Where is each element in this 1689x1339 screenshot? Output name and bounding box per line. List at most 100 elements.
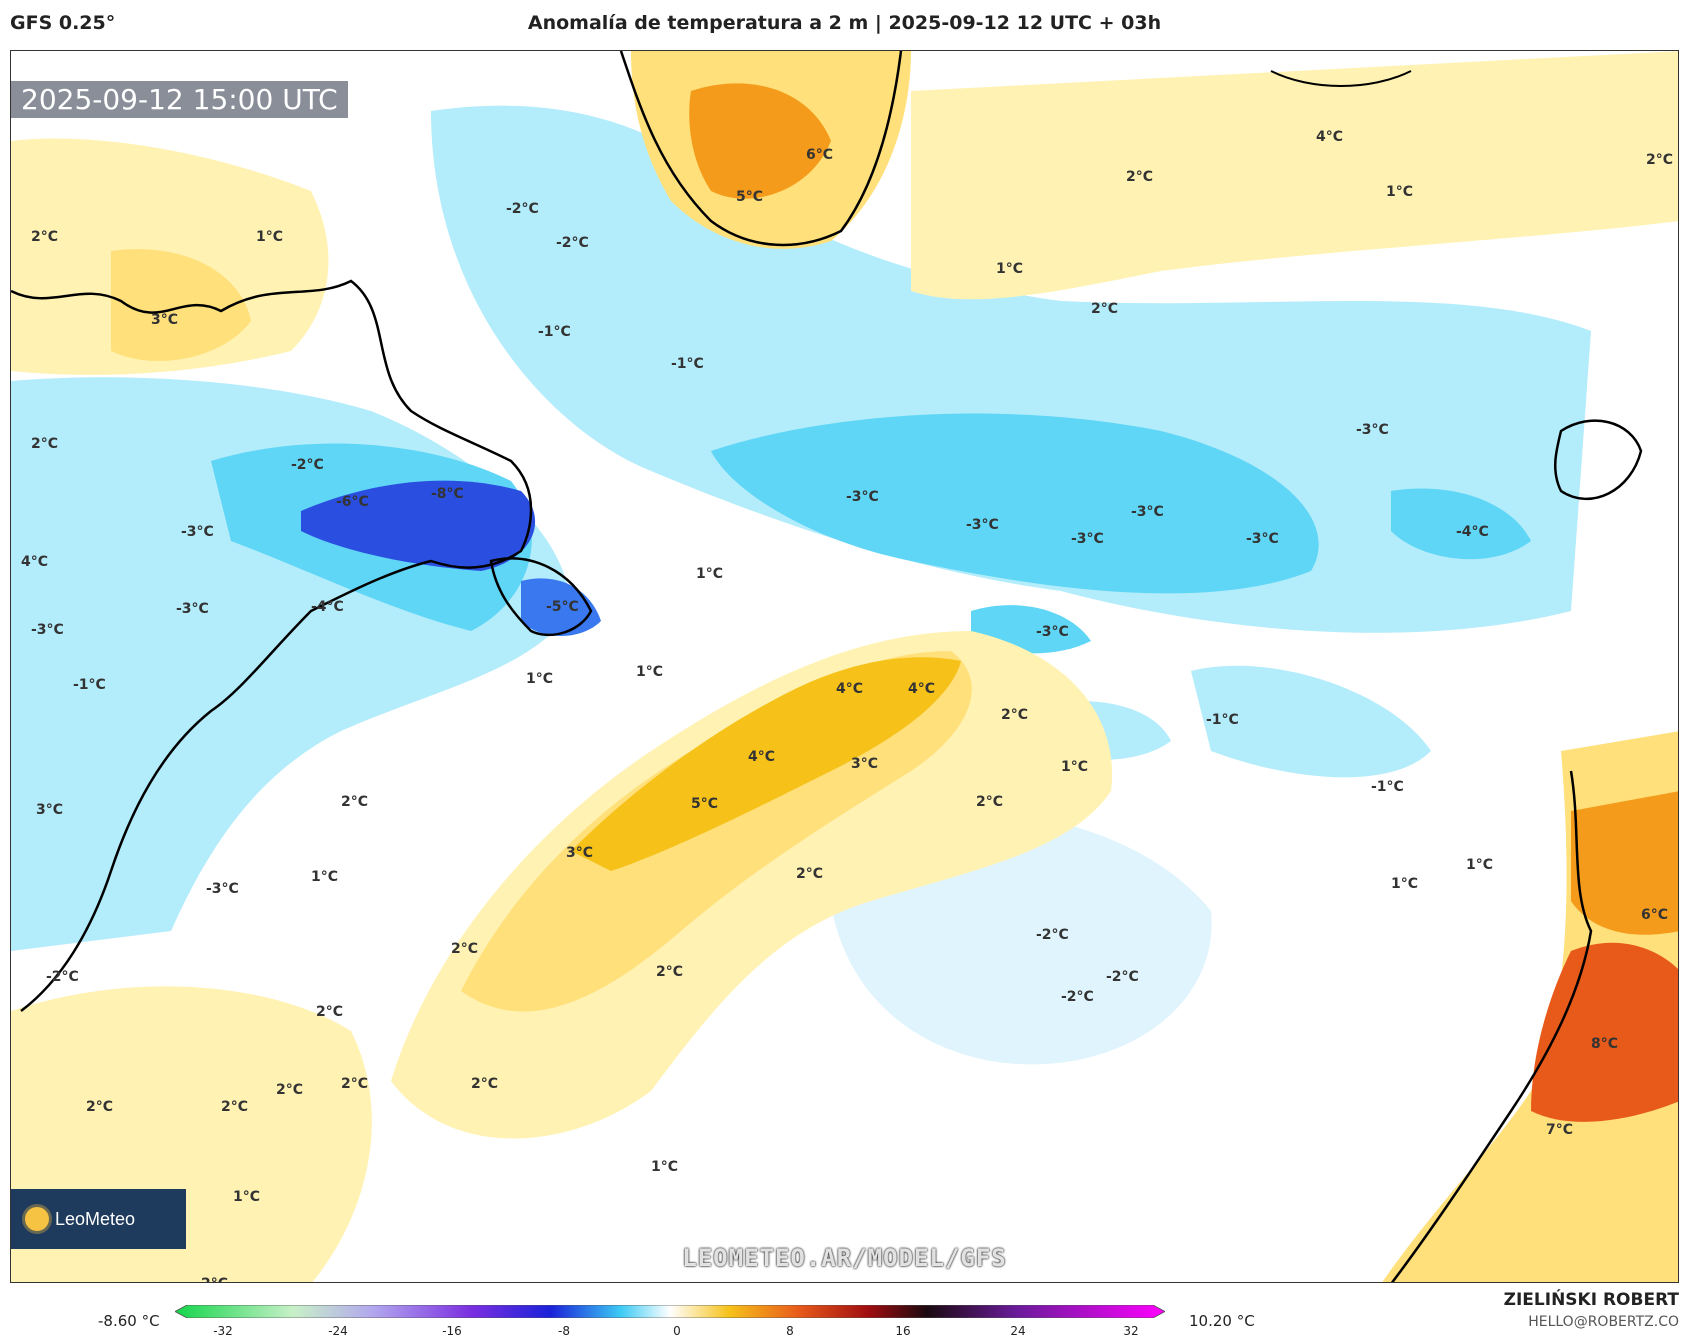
map-label: 1°C xyxy=(1466,857,1493,873)
map-label: -3°C xyxy=(31,622,64,638)
map-label: 8°C xyxy=(1591,1036,1618,1052)
coastline-north-america xyxy=(11,279,533,1012)
map-label: 2°C xyxy=(1091,301,1118,317)
map-title: Anomalía de temperatura a 2 m | 2025-09-… xyxy=(527,12,1162,34)
map-label: 5°C xyxy=(691,796,718,812)
author-name: ZIELIŃSKI ROBERT xyxy=(1503,1290,1679,1310)
map-label: 4°C xyxy=(836,681,863,697)
coastline-iberia-africa xyxy=(1390,770,1593,1282)
temperature-anomaly-map[interactable]: -8°C -6°C -5°C -4°C -4°C -3°C -3°C -3°C … xyxy=(10,50,1679,1283)
map-label: -3°C xyxy=(1246,531,1279,547)
map-label: 1°C xyxy=(1391,876,1418,892)
color-scale-bar xyxy=(175,1305,1165,1318)
scale-max-value: 10.20 °C xyxy=(1189,1312,1255,1330)
map-label: -5°C xyxy=(546,599,579,615)
map-label: -1°C xyxy=(1371,779,1404,795)
map-label: 1°C xyxy=(1386,184,1413,200)
model-label: GFS 0.25° xyxy=(10,12,116,34)
cold-anomaly-area xyxy=(1191,665,1431,778)
source-watermark: LEOMETEO.AR/MODEL/GFS xyxy=(682,1244,1007,1272)
map-label: 2°C xyxy=(31,229,58,245)
map-label: 2°C xyxy=(796,866,823,882)
map-label: 4°C xyxy=(748,749,775,765)
scale-tick: -8 xyxy=(558,1324,570,1338)
scale-tick: 8 xyxy=(786,1324,794,1338)
map-label: 1°C xyxy=(651,1159,678,1175)
scale-tick: 16 xyxy=(895,1324,911,1338)
map-label: 7°C xyxy=(1546,1122,1573,1138)
map-label: 3°C xyxy=(36,802,63,818)
map-label: -6°C xyxy=(336,494,369,510)
warm-anomaly-core xyxy=(689,83,831,199)
map-label: 1°C xyxy=(636,664,663,680)
coastline-ireland-uk xyxy=(1554,419,1643,501)
warm-anomaly-core xyxy=(571,657,961,871)
map-label: 2°C xyxy=(31,436,58,452)
warm-anomaly-area xyxy=(111,249,251,361)
map-label: 2°C xyxy=(221,1099,248,1115)
map-label: 1°C xyxy=(1061,759,1088,775)
scale-tick: 24 xyxy=(1010,1324,1026,1338)
coastline-newfoundland xyxy=(489,557,593,637)
timestamp-badge: 2025-09-12 15:00 UTC xyxy=(11,81,348,118)
map-label: 2°C xyxy=(341,794,368,810)
map-label: -2°C xyxy=(1061,989,1094,1005)
map-label: -2°C xyxy=(1106,969,1139,985)
map-label: -2°C xyxy=(46,969,79,985)
logo-text: LeoMeteo xyxy=(55,1208,136,1229)
map-label: 2°C xyxy=(276,1082,303,1098)
map-label: 1°C xyxy=(233,1189,260,1205)
warm-anomaly-core xyxy=(1571,791,1678,935)
map-label: -2°C xyxy=(1036,927,1069,943)
map-label: 1°C xyxy=(311,869,338,885)
scale-tick: 32 xyxy=(1123,1324,1139,1338)
map-label: -3°C xyxy=(966,517,999,533)
map-label: 3°C xyxy=(566,845,593,861)
map-label: 1°C xyxy=(696,566,723,582)
map-label: 2°C xyxy=(976,794,1003,810)
map-label: 2°C xyxy=(1126,169,1153,185)
warm-anomaly-area xyxy=(911,51,1678,300)
map-label: -3°C xyxy=(846,489,879,505)
map-label: 6°C xyxy=(1641,907,1668,923)
map-label: 1°C xyxy=(526,671,553,687)
map-label: -1°C xyxy=(671,356,704,372)
map-label: -3°C xyxy=(1036,624,1069,640)
map-label: 2°C xyxy=(451,941,478,957)
map-label: 2°C xyxy=(1646,152,1673,168)
map-labels: -8°C -6°C -5°C -4°C -4°C -3°C -3°C -3°C … xyxy=(21,129,1673,1282)
hot-anomaly-core xyxy=(1531,942,1678,1122)
map-label: -1°C xyxy=(1206,712,1239,728)
map-label: -3°C xyxy=(1131,504,1164,520)
leometeo-logo[interactable]: LeoMeteo xyxy=(11,1189,186,1249)
map-label: 1°C xyxy=(256,229,283,245)
map-label: -4°C xyxy=(1456,524,1489,540)
map-label: -3°C xyxy=(1356,422,1389,438)
map-label: -2°C xyxy=(506,201,539,217)
map-label: 5°C xyxy=(736,189,763,205)
coastline-greenland xyxy=(619,51,903,247)
map-label: -3°C xyxy=(176,601,209,617)
scale-tick: 0 xyxy=(673,1324,681,1338)
map-canvas: -8°C -6°C -5°C -4°C -4°C -3°C -3°C -3°C … xyxy=(11,51,1678,1282)
map-label: 1°C xyxy=(996,261,1023,277)
scale-min-value: -8.60 °C xyxy=(98,1312,160,1330)
scale-tick: -32 xyxy=(213,1324,233,1338)
map-label: -1°C xyxy=(73,677,106,693)
map-label: 4°C xyxy=(908,681,935,697)
map-label: 6°C xyxy=(806,147,833,163)
cold-anomaly-core xyxy=(711,413,1319,594)
map-label: -3°C xyxy=(1071,531,1104,547)
map-label: -2°C xyxy=(291,457,324,473)
scale-tick: -24 xyxy=(328,1324,348,1338)
map-label: 2°C xyxy=(86,1099,113,1115)
warm-anomaly-area xyxy=(391,631,1113,1139)
map-label: -4°C xyxy=(311,599,344,615)
map-label: 2°C xyxy=(1001,707,1028,723)
cold-anomaly-core xyxy=(1391,488,1531,560)
map-label: -1°C xyxy=(538,324,571,340)
author-email[interactable]: HELLO@ROBERTZ.CO xyxy=(1528,1314,1679,1330)
scale-tick: -16 xyxy=(442,1324,462,1338)
map-label: 3°C xyxy=(851,756,878,772)
sun-icon xyxy=(25,1207,49,1231)
